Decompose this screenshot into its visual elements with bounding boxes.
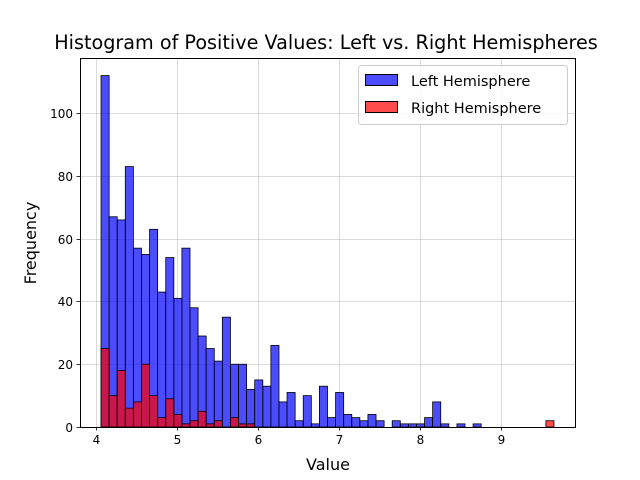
left-hemisphere-bar [343,414,353,428]
right-hemisphere-bar [149,395,159,428]
left-hemisphere-bar [407,423,417,428]
y-tick-label: 0 [65,421,73,435]
right-hemisphere-bar [165,398,175,428]
y-tick-label: 20 [58,358,73,372]
left-hemisphere-bar [359,420,369,428]
x-axis-ticks: 4 5 6 7 8 9 [93,427,506,447]
legend: Left Hemisphere Right Hemisphere [358,65,568,125]
legend-label-left: Left Hemisphere [411,74,530,90]
x-tick-label: 9 [498,433,506,447]
left-hemisphere-bar [221,316,231,428]
left-hemisphere-bar [399,423,409,428]
right-hemisphere-bar [213,420,223,428]
x-tick-label: 4 [93,433,101,447]
right-hemisphere-bar [238,423,248,428]
right-hemisphere-bar [230,417,239,428]
right-hemisphere-bar [181,423,191,428]
right-hemisphere-bar [189,420,199,428]
left-hemisphere-bar [335,392,345,428]
left-hemisphere-bar [391,420,401,428]
left-hemisphere-bar [189,307,199,428]
chart-title: Histogram of Positive Values: Left vs. R… [54,31,598,54]
right-hemisphere-bar [173,414,183,428]
legend-swatch-right [365,101,398,113]
left-hemisphere-bar [319,385,328,428]
x-tick-label: 7 [336,433,344,447]
left-hemisphere-bar [181,247,191,428]
left-hemisphere-bar [238,363,248,428]
x-tick-label: 5 [174,433,182,447]
y-axis-label: Frequency [21,202,40,285]
right-hemisphere-bar [197,410,207,428]
left-hemisphere-bar [367,414,377,428]
left-hemisphere-bar [327,417,336,428]
left-hemisphere-bars [100,75,482,428]
legend-swatch-left [365,74,398,86]
right-hemisphere-bar [108,395,118,428]
left-hemisphere-bar [254,379,264,428]
left-hemisphere-bar [205,348,215,428]
left-hemisphere-bar [132,247,142,428]
right-hemisphere-bar [157,417,167,428]
right-hemisphere-bar [246,423,256,428]
left-hemisphere-bar [124,166,134,428]
left-hemisphere-bar [375,420,385,428]
right-hemisphere-bar [116,370,126,428]
right-hemisphere-bar [132,401,142,428]
right-hemisphere-bar [100,348,110,428]
left-hemisphere-bar [270,345,280,428]
left-hemisphere-bar [173,297,183,428]
left-hemisphere-bar [472,423,482,428]
y-axis-ticks: 0 20 40 60 80 100 [50,107,80,435]
left-hemisphere-bar [424,417,434,428]
left-hemisphere-bar [294,420,304,428]
left-hemisphere-bar [416,423,425,428]
left-hemisphere-bar [157,291,167,428]
x-axis-label: Value [306,455,350,474]
plot-frame [80,58,576,428]
legend-frame [358,65,568,125]
y-tick-label: 100 [50,107,73,121]
left-hemisphere-bar [213,360,223,428]
left-hemisphere-bar [262,385,272,428]
right-hemisphere-bar [141,363,150,428]
right-hemisphere-bar [205,423,215,428]
right-hemisphere-bar [124,407,134,428]
left-hemisphere-bar [246,388,256,428]
y-tick-label: 80 [58,170,73,184]
left-hemisphere-bar [310,423,320,428]
left-hemisphere-bar [302,395,312,428]
legend-label-right: Right Hemisphere [411,101,541,117]
left-hemisphere-bar [286,392,296,428]
x-tick-label: 8 [417,433,425,447]
x-tick-label: 6 [255,433,263,447]
left-hemisphere-bar [432,401,442,428]
left-hemisphere-bar [440,423,450,428]
y-tick-label: 40 [58,295,73,309]
right-hemisphere-bar [545,420,555,428]
y-tick-label: 60 [58,233,73,247]
left-hemisphere-bar [351,417,361,428]
left-hemisphere-bar [278,401,288,428]
left-hemisphere-bar [456,423,466,428]
